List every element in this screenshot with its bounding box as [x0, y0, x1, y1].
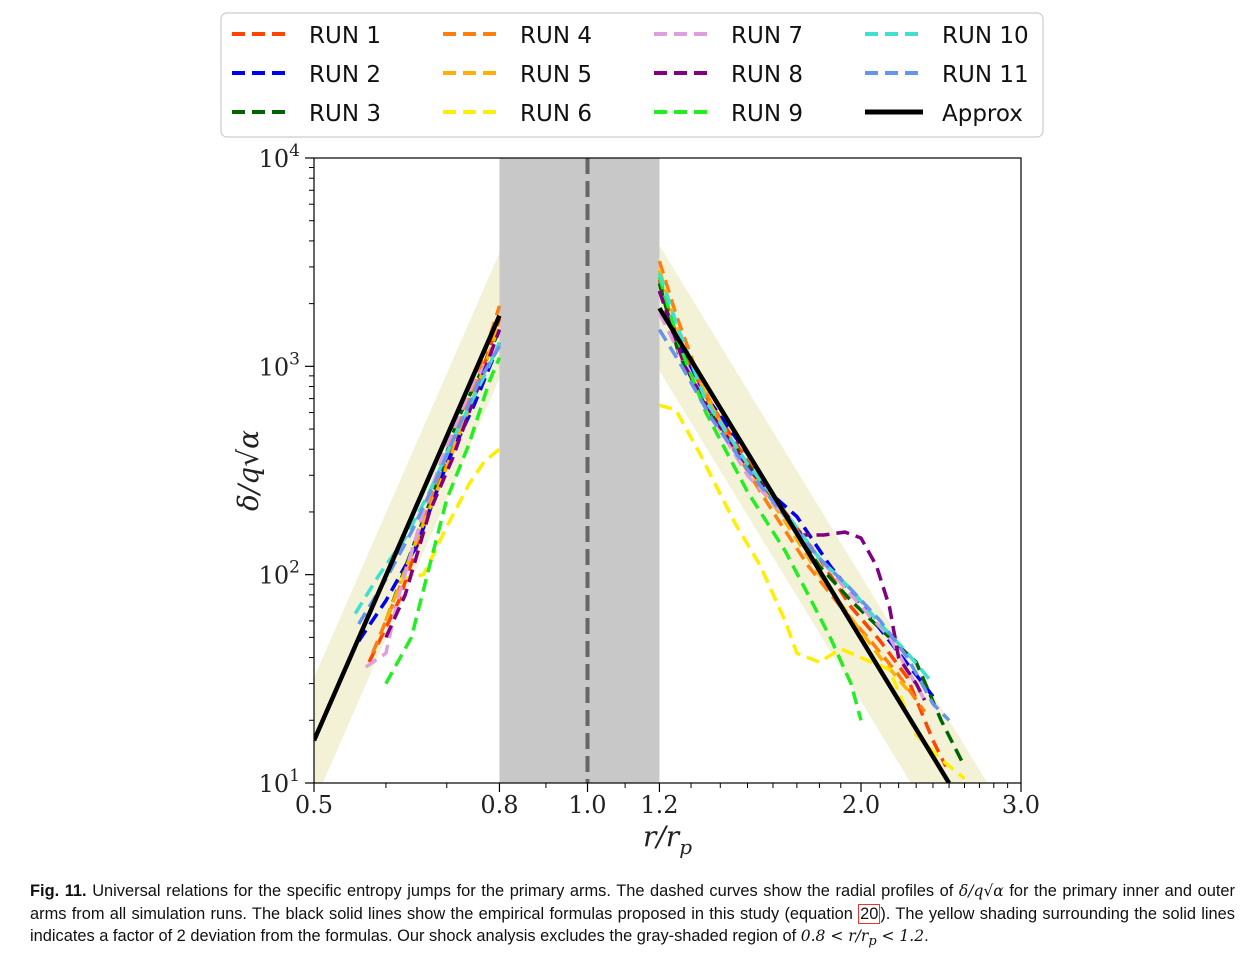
series-7-inner-line	[364, 345, 501, 669]
excluded-region	[499, 158, 660, 783]
legend-label: RUN 9	[731, 101, 803, 127]
legend-label: RUN 2	[309, 62, 381, 88]
x-tick-label: 1.2	[640, 791, 678, 819]
series-6-inner-line	[398, 447, 501, 582]
caption-label: Fig. 11.	[30, 882, 87, 900]
caption-text-3: ). The yellow shading surrounding the so…	[30, 904, 1235, 946]
series-9-outer-line	[657, 276, 863, 721]
legend-label: RUN 3	[309, 101, 381, 127]
legend-label: Approx	[942, 101, 1023, 127]
plot-frame	[313, 157, 1022, 784]
series-11-outer-line	[657, 328, 951, 722]
legend-label: RUN 8	[731, 62, 803, 88]
legend-label: RUN 6	[520, 101, 592, 127]
figure-caption: Fig. 11. Universal relations for the spe…	[30, 880, 1235, 954]
legend-label: RUN 7	[731, 23, 803, 49]
series-2-outer-line	[657, 290, 935, 698]
caption-math-2: 0.8 < r/rp < 1.2	[800, 927, 925, 950]
x-tick-label: 0.8	[480, 791, 518, 819]
equation-reference-link[interactable]: 20	[858, 903, 881, 924]
caption-text-2: for the primary inner and outer arms fro…	[30, 882, 1235, 923]
series-9-inner-line	[384, 357, 502, 685]
y-tick-label: 102	[259, 558, 300, 590]
approx-band-outer	[659, 245, 988, 783]
y-tick-label: 101	[259, 766, 300, 798]
approx-outer-line	[657, 307, 951, 783]
x-tick-label: 1.0	[568, 791, 606, 819]
plot-content	[314, 158, 988, 783]
figure-11: RUN 1 RUN 2 RUN 3 RUN 4 RUN 5 RUN 6 RUN 7 RUN 8…	[220, 12, 1044, 859]
legend: RUN 1 RUN 2 RUN 3 RUN 4 RUN 5 RUN 6 RUN 7 RUN 8…	[220, 12, 1044, 138]
series-4-outer-line	[657, 260, 927, 713]
x-tick-label: 3.0	[1002, 791, 1040, 819]
plot-area: 101 102 103 104 0.5 0.8 1.0 1.2 2.0 3.0 r/rp δ/q√α	[232, 141, 1040, 859]
legend-label: RUN 1	[309, 23, 381, 49]
legend-label: RUN 10	[942, 23, 1029, 49]
x-tick-label: 0.5	[295, 791, 333, 819]
legend-label: RUN 5	[520, 62, 592, 88]
legend-label: RUN 4	[520, 23, 592, 49]
legend-box	[220, 12, 1044, 138]
caption-math-1: δ/q√α	[958, 882, 1004, 900]
x-tick-label: 2.0	[842, 791, 880, 819]
series-5-outer-line	[657, 269, 909, 691]
approx-inner-line	[314, 314, 502, 742]
y-tick-label: 103	[259, 349, 300, 381]
legend-label: RUN 11	[942, 62, 1029, 88]
series-8-outer-line	[657, 290, 927, 701]
y-axis-label: δ/q√α	[232, 430, 265, 511]
caption-text-4: .	[924, 927, 929, 945]
y-tick-label: 104	[259, 141, 300, 173]
series-2-inner-line	[357, 341, 502, 643]
x-axis-label: r/rp	[643, 820, 692, 859]
caption-text-1: Universal relations for the specific ent…	[86, 882, 959, 900]
approx-band-inner	[314, 252, 500, 783]
